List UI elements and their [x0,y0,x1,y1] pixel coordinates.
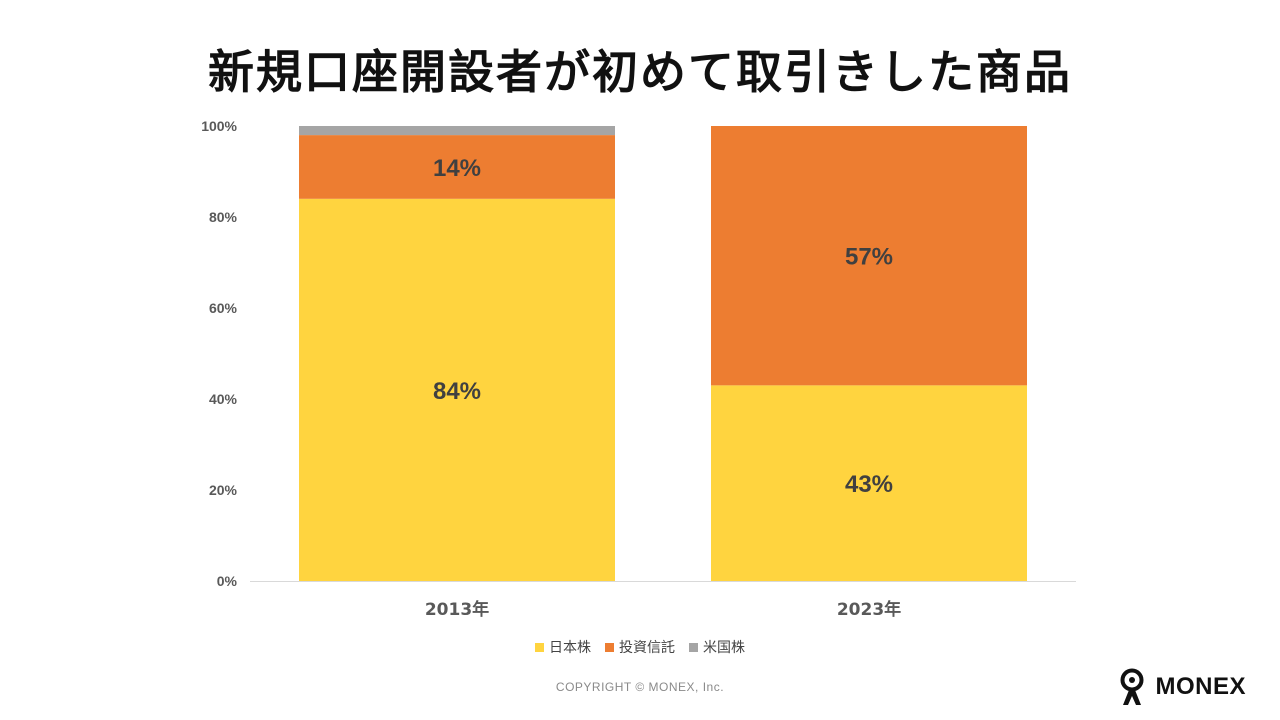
legend-label-us-stocks: 米国株 [703,640,745,656]
y-tick-label: 20% [209,482,238,498]
legend-label-japan-stocks: 日本株 [549,640,591,656]
y-tick-label: 0% [217,573,238,589]
data-label: 43% [845,471,893,498]
x-tick-label: 2023年 [837,599,901,620]
data-label: 14% [433,155,481,182]
bar-segment [299,198,615,582]
chart-title: 新規口座開設者が初めて取引きした商品 [208,45,1072,99]
monex-mascot-icon [1120,668,1144,705]
bar-segment [711,126,1027,386]
legend-label-investment-trusts: 投資信託 [619,640,675,656]
bar-segment [299,126,615,136]
x-tick-label: 2013年 [425,599,489,620]
y-tick-label: 100% [201,118,237,134]
y-tick-label: 80% [209,209,238,225]
data-label: 57% [845,244,893,271]
y-tick-label: 60% [209,300,238,316]
legend-swatch-us-stocks [689,642,698,652]
monex-logo: MONEX [1115,668,1246,706]
bar-segment [711,385,1027,581]
legend-item-us-stocks: 米国株 [689,637,745,657]
y-tick-label: 40% [209,391,238,407]
data-label: 84% [433,378,481,405]
bar-segment [299,135,615,199]
legend-swatch-investment-trusts [605,642,614,652]
legend-item-investment-trusts: 投資信託 [605,637,675,657]
copyright-notice: COPYRIGHT © MONEX, Inc. [555,680,725,694]
legend: 日本株 投資信託 米国株 [0,637,1280,657]
legend-swatch-japan-stocks [535,642,544,652]
monex-wordmark: MONEX [1155,673,1246,700]
legend-item-japan-stocks: 日本株 [535,637,591,657]
